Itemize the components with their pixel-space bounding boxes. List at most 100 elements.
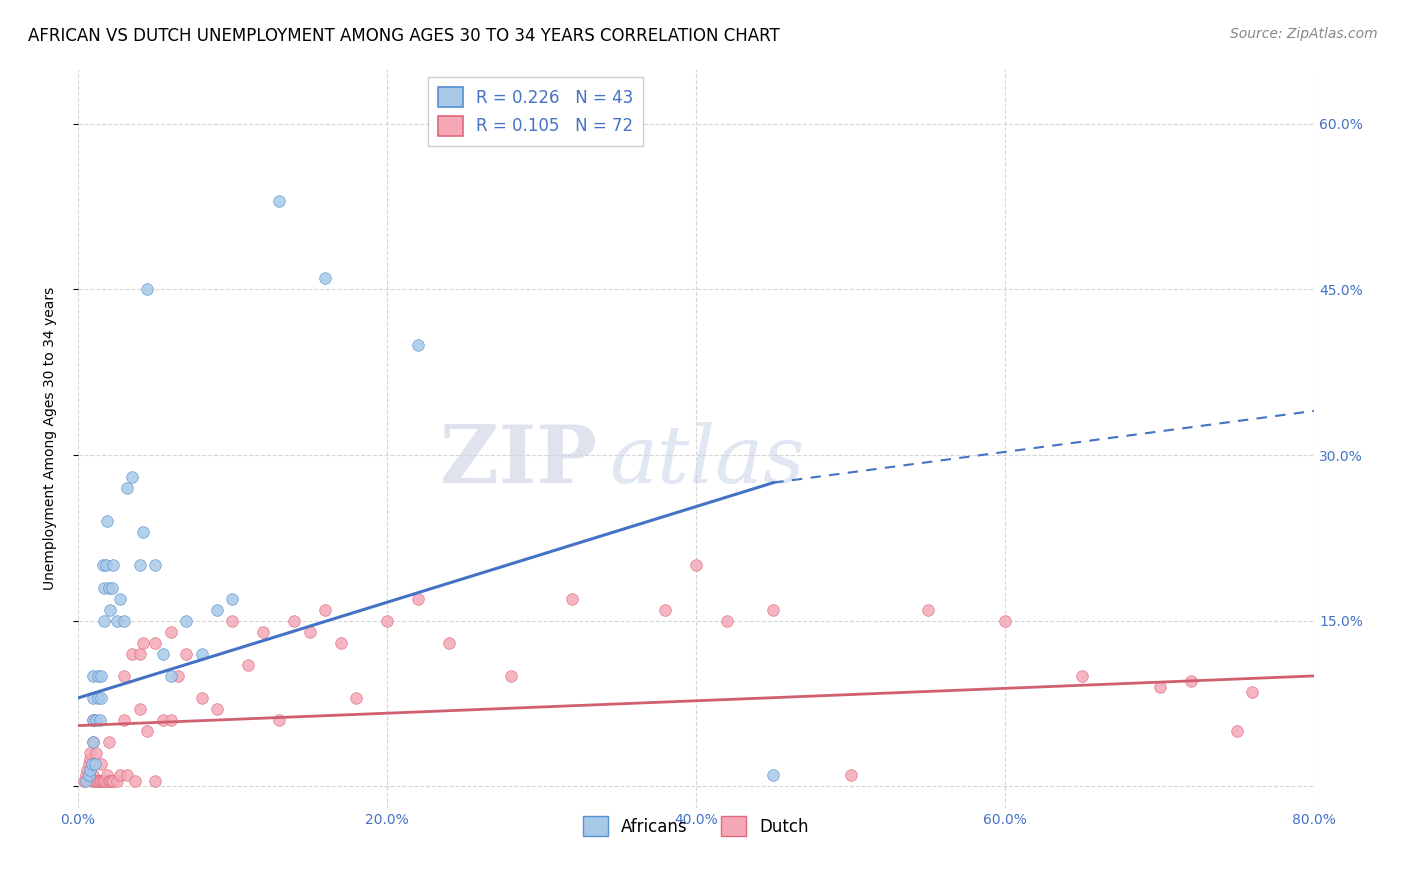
Point [96,514,118,528]
Point [80,773,103,788]
Point [94,773,117,788]
Point [128,702,150,716]
Point [152,713,174,727]
Point [762,768,785,782]
Point [112,614,135,628]
Point [97,581,120,595]
Point [86,746,108,760]
Point [86,713,108,727]
Point [174,614,197,628]
Point [103,558,125,573]
Point [994,614,1017,628]
Point [159,669,181,683]
Point [716,614,738,628]
Point [205,702,228,716]
Point [80,757,103,772]
Point [499,669,522,683]
Y-axis label: Unemployment Among Ages 30 to 34 years: Unemployment Among Ages 30 to 34 years [44,287,58,591]
Point [103,773,125,788]
Point [112,713,135,727]
Point [105,614,128,628]
Point [190,691,212,706]
Point [375,614,398,628]
Text: Source: ZipAtlas.com: Source: ZipAtlas.com [1230,27,1378,41]
Point [87,691,110,706]
Point [90,691,112,706]
Point [86,773,108,788]
Point [82,768,104,782]
Point [89,773,111,788]
Point [406,337,429,351]
Point [79,763,101,777]
Point [73,773,96,788]
Point [93,581,115,595]
Point [136,724,159,739]
Point [174,647,197,661]
Point [90,773,112,788]
Point [128,558,150,573]
Point [112,669,135,683]
Point [105,773,128,788]
Point [79,746,101,760]
Legend: Africans, Dutch: Africans, Dutch [575,807,817,845]
Point [1241,685,1264,699]
Point [76,763,98,777]
Point [121,647,143,661]
Point [205,602,228,616]
Point [82,713,104,727]
Point [87,669,110,683]
Point [90,757,112,772]
Point [97,773,120,788]
Point [117,481,139,495]
Point [561,591,583,606]
Point [121,470,143,484]
Point [839,768,862,782]
Point [654,602,676,616]
Point [100,602,122,616]
Point [97,735,120,749]
Point [77,768,100,782]
Point [267,713,290,727]
Point [84,757,107,772]
Point [314,271,336,285]
Point [93,614,115,628]
Point [344,691,367,706]
Point [917,602,939,616]
Point [91,558,114,573]
Point [1071,669,1094,683]
Point [190,647,212,661]
Point [96,768,118,782]
Point [252,624,274,639]
Point [329,636,352,650]
Point [82,735,104,749]
Point [136,282,159,296]
Point [132,525,155,540]
Point [762,602,785,616]
Point [685,558,707,573]
Point [283,614,305,628]
Point [82,735,104,749]
Point [143,636,166,650]
Point [167,669,190,683]
Point [75,768,97,782]
Point [406,591,429,606]
Point [90,669,112,683]
Point [87,773,110,788]
Point [159,713,181,727]
Point [108,591,131,606]
Point [143,558,166,573]
Point [132,636,155,650]
Point [91,773,114,788]
Point [152,647,174,661]
Point [75,773,97,788]
Point [236,657,259,672]
Point [108,768,131,782]
Point [82,669,104,683]
Text: atlas: atlas [610,422,804,500]
Point [117,768,139,782]
Point [221,591,243,606]
Point [82,691,104,706]
Point [94,558,117,573]
Point [93,773,115,788]
Point [1149,680,1171,694]
